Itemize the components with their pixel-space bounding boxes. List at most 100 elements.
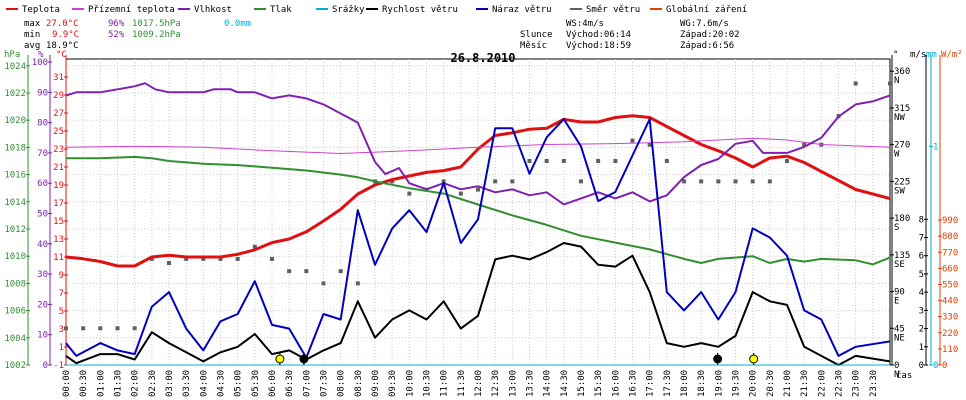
stat-max-hum: 96% bbox=[108, 19, 125, 29]
series-line bbox=[65, 118, 891, 359]
axis-tick-label: 220 bbox=[942, 329, 958, 339]
x-tick-label: 11:30 bbox=[457, 370, 467, 397]
wind-direction-point bbox=[630, 138, 635, 143]
x-tick-label: 06:30 bbox=[285, 370, 295, 397]
legend-item: Vlhkost bbox=[194, 5, 232, 15]
legend-item: Srážky bbox=[332, 5, 365, 15]
x-tick-label: 14:30 bbox=[560, 370, 570, 397]
x-tick-label: 23:30 bbox=[869, 370, 879, 397]
axis-tick-label: 1004 bbox=[4, 334, 26, 344]
x-tick-label: 21:30 bbox=[800, 370, 810, 397]
stat-max-press: 1017.5hPa bbox=[132, 19, 181, 29]
wind-ws: WS:4m/s bbox=[566, 19, 604, 29]
axis-dir-label: SW bbox=[894, 186, 905, 196]
axis-tick-label: 0 bbox=[942, 361, 947, 371]
x-tick-label: 01:00 bbox=[96, 370, 106, 397]
wind-direction-point bbox=[407, 191, 412, 196]
axis-tick-label: 10 bbox=[37, 331, 48, 341]
stat-min-press: 1009.2hPa bbox=[132, 30, 181, 40]
wind-direction-point bbox=[493, 179, 498, 184]
x-tick-label: 05:30 bbox=[251, 370, 261, 397]
axis-tick-label: 1024 bbox=[4, 62, 26, 72]
legend-item: Směr větru bbox=[586, 5, 640, 15]
x-tick-label: 02:30 bbox=[148, 370, 158, 397]
wind-direction-point bbox=[355, 281, 360, 286]
astro-events bbox=[275, 353, 759, 365]
x-tick-label: 00:30 bbox=[79, 370, 89, 397]
wind-direction-point bbox=[767, 179, 772, 184]
axis-tick-label: -1 bbox=[53, 361, 64, 371]
axis-header-hpa: hPa bbox=[4, 50, 20, 60]
axis-dir-label: N bbox=[894, 76, 899, 86]
wind-direction-point bbox=[304, 269, 309, 274]
axis-tick-label: 20 bbox=[37, 300, 48, 310]
axis-tick-label: 13 bbox=[53, 235, 64, 245]
axis-tick-label: 7 bbox=[919, 234, 924, 244]
wind-direction-point bbox=[149, 256, 154, 261]
stat-min-hum: 52% bbox=[108, 30, 125, 40]
axis-tick-label: 990 bbox=[942, 216, 958, 226]
legend-item: Tlak bbox=[270, 5, 292, 15]
stat-avg-temp: 18.9°C bbox=[46, 41, 79, 51]
axis-tick-label: 3 bbox=[59, 325, 64, 335]
axis-tick-label: 660 bbox=[942, 264, 958, 274]
axis-tick-label: 1014 bbox=[4, 198, 26, 208]
wind-direction-point bbox=[785, 159, 789, 163]
axis-tick-label: 0 bbox=[919, 361, 924, 371]
x-tick-label: 09:30 bbox=[388, 370, 398, 397]
wind-direction-point bbox=[132, 326, 137, 331]
axis-tick-label: 1006 bbox=[4, 307, 26, 317]
axis-tick-label: 180 bbox=[894, 214, 910, 224]
axis-tick-label: 70 bbox=[37, 149, 48, 159]
x-tick-label: 21:00 bbox=[783, 370, 793, 397]
sun-event-marker bbox=[275, 354, 285, 364]
series-line bbox=[65, 137, 891, 154]
x-tick-label: 11:00 bbox=[440, 370, 450, 397]
axis-dir-label: S bbox=[894, 223, 899, 233]
wind-direction-point bbox=[115, 326, 120, 331]
axis-tick-label: 1022 bbox=[4, 89, 26, 99]
axis-tick-label: 1008 bbox=[4, 279, 26, 289]
x-tick-label: 07:00 bbox=[302, 370, 312, 397]
wind-direction-point bbox=[802, 142, 807, 147]
x-tick-label: 19:00 bbox=[714, 370, 724, 397]
wind-direction-point bbox=[596, 159, 601, 163]
x-tick-label: 18:00 bbox=[680, 370, 690, 397]
axis-tick-label: 6 bbox=[919, 252, 924, 262]
wind-direction-point bbox=[167, 261, 171, 265]
moon-rise: Východ:18:59 bbox=[566, 41, 631, 51]
axis-tick-label: 90 bbox=[894, 288, 905, 298]
sun-rise: Východ:06:14 bbox=[566, 30, 631, 40]
axis-tick-label: 9 bbox=[59, 271, 64, 281]
axis-dir-label: NW bbox=[894, 113, 905, 123]
x-tick-label: 22:30 bbox=[835, 370, 845, 397]
axis-tick-label: 1020 bbox=[4, 116, 26, 126]
x-tick-label: 22:00 bbox=[817, 370, 827, 397]
axis-tick-label: 1 bbox=[933, 142, 938, 152]
x-tick-label: 16:30 bbox=[629, 370, 639, 397]
axis-tick-label: 770 bbox=[942, 248, 958, 258]
axis-tick-label: 100 bbox=[32, 58, 48, 68]
axis-tick-label: 1 bbox=[919, 343, 924, 353]
x-tick-label: 13:30 bbox=[526, 370, 536, 397]
wind-direction-point bbox=[888, 81, 892, 86]
axis-tick-label: 0 bbox=[894, 361, 899, 371]
axis-tick-label: 29 bbox=[53, 91, 64, 101]
axis-header-deg: ° bbox=[893, 50, 898, 60]
series-line bbox=[66, 155, 891, 266]
x-tick-label: 01:30 bbox=[114, 370, 124, 397]
axis-tick-label: 30 bbox=[37, 270, 48, 280]
grid: 00:00 00:30 01:00 01:30 02:00 02:30 03:00 03:30… bbox=[62, 58, 891, 397]
axis-tick-label: 15 bbox=[53, 217, 64, 227]
axis-tick-label: 45 bbox=[894, 324, 905, 334]
axis-tick-label: 25 bbox=[53, 127, 64, 137]
sun-label: Slunce bbox=[520, 30, 553, 40]
sun-set: Západ:20:02 bbox=[680, 30, 740, 40]
series-lines bbox=[65, 82, 891, 366]
axis-tick-label: 550 bbox=[942, 280, 958, 290]
axis-tick-label: 3 bbox=[919, 306, 924, 316]
wind-direction-point bbox=[699, 179, 704, 184]
wind-direction-point bbox=[64, 326, 68, 331]
axis-tick-label: 0 bbox=[43, 361, 48, 371]
legend: Teplota Přízemní teplota Vlhkost Tlak Srážky… bbox=[6, 5, 747, 15]
